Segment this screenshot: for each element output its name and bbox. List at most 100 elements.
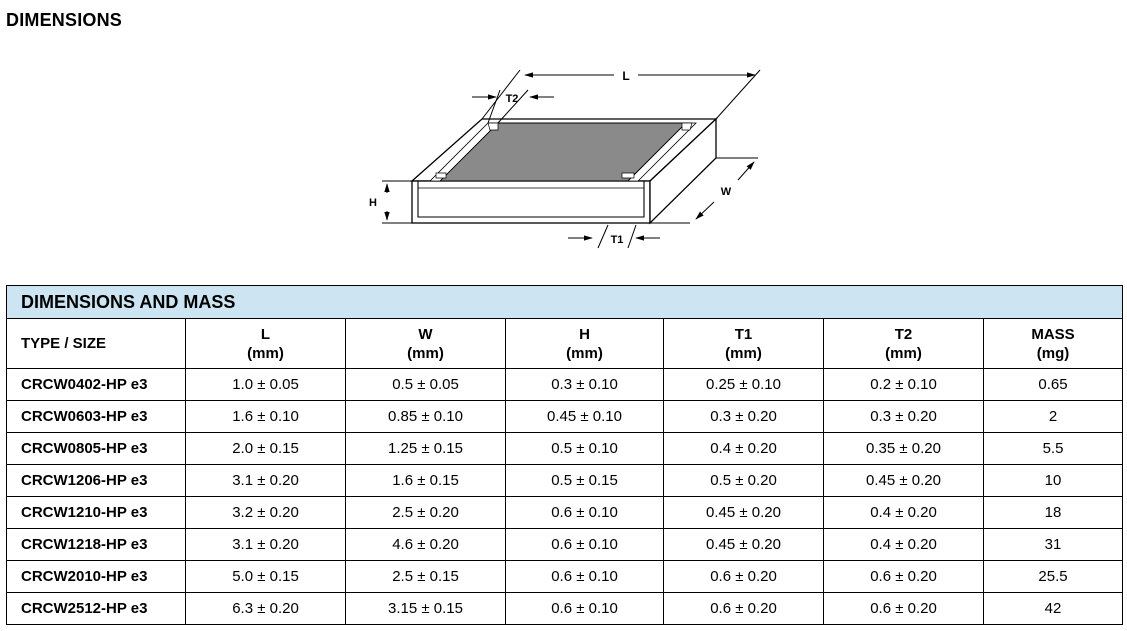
- table-cell: 1.6 ± 0.15: [345, 464, 506, 497]
- type-size-cell: CRCW1210-HP e3: [6, 496, 186, 529]
- column-header-name: W: [418, 325, 433, 343]
- table-caption: DIMENSIONS AND MASS: [6, 285, 1123, 319]
- type-size-cell: CRCW1218-HP e3: [6, 528, 186, 561]
- table-cell: 0.6 ± 0.20: [823, 560, 984, 593]
- column-header: L (mm): [185, 318, 346, 369]
- type-size-cell: CRCW2010-HP e3: [6, 560, 186, 593]
- table-cell: 10: [983, 464, 1123, 497]
- table-row: CRCW2512-HP e3 6.3 ± 0.20 3.15 ± 0.15 0.6 ±…: [6, 592, 1123, 625]
- table-cell: 1.25 ± 0.15: [345, 432, 506, 465]
- table-cell: 0.3 ± 0.10: [505, 368, 664, 401]
- table-cell: 0.4 ± 0.20: [663, 432, 824, 465]
- table-row: CRCW0402-HP e3 1.0 ± 0.05 0.5 ± 0.05 0.3 ± …: [6, 368, 1123, 401]
- table-cell: 0.3 ± 0.20: [663, 400, 824, 433]
- table-cell: 0.4 ± 0.20: [823, 496, 984, 529]
- table-cell: 0.3 ± 0.20: [823, 400, 984, 433]
- table-row: CRCW1218-HP e3 3.1 ± 0.20 4.6 ± 0.20 0.6 ± …: [6, 528, 1123, 561]
- type-size-cell: CRCW0603-HP e3: [6, 400, 186, 433]
- column-header: W (mm): [345, 318, 506, 369]
- table-cell: 0.45 ± 0.10: [505, 400, 664, 433]
- table-cell: 2.5 ± 0.15: [345, 560, 506, 593]
- table-cell: 6.3 ± 0.20: [185, 592, 346, 625]
- dimension-L: [481, 69, 761, 120]
- dimension-W: [650, 157, 758, 224]
- table-cell: 5.0 ± 0.15: [185, 560, 346, 593]
- column-header: TYPE / SIZE: [6, 318, 186, 369]
- table-cell: 4.6 ± 0.20: [345, 528, 506, 561]
- table-row: CRCW1210-HP e3 3.2 ± 0.20 2.5 ± 0.20 0.6 ± …: [6, 496, 1123, 529]
- dimension-T1: [568, 224, 660, 249]
- table-cell: 0.6 ± 0.20: [823, 592, 984, 625]
- terminal-outline: [417, 181, 645, 218]
- label-T2: T2: [506, 93, 519, 105]
- label-H: H: [369, 197, 377, 209]
- column-header: MASS (mg): [983, 318, 1123, 369]
- table-cell: 2.5 ± 0.20: [345, 496, 506, 529]
- column-header-name: TYPE / SIZE: [21, 335, 107, 352]
- dimension-T2: [472, 89, 554, 124]
- table-cell: 0.45 ± 0.20: [663, 496, 824, 529]
- table-cell: 0.85 ± 0.10: [345, 400, 506, 433]
- table-cell: 3.15 ± 0.15: [345, 592, 506, 625]
- column-header-unit: (mg): [1036, 344, 1070, 362]
- table-cell: 1.6 ± 0.10: [185, 400, 346, 433]
- table-cell: 0.4 ± 0.20: [823, 528, 984, 561]
- column-header-unit: (mm): [247, 344, 284, 362]
- table-cell: 0.2 ± 0.10: [823, 368, 984, 401]
- table-cell: 3.2 ± 0.20: [185, 496, 346, 529]
- table-cell: 0.25 ± 0.10: [663, 368, 824, 401]
- column-header-name: MASS: [1031, 325, 1075, 343]
- column-header: T2 (mm): [823, 318, 984, 369]
- column-header-unit: (mm): [885, 344, 922, 362]
- label-L: L: [622, 69, 629, 83]
- table-header-row: TYPE / SIZE L (mm) W (mm) H (mm) T1 (mm) T2 (mm) MA…: [6, 318, 1123, 369]
- column-header: T1 (mm): [663, 318, 824, 369]
- table-cell: 0.6 ± 0.10: [505, 592, 664, 625]
- table-cell: 0.5 ± 0.05: [345, 368, 506, 401]
- column-header-name: H: [579, 325, 590, 343]
- table-cell: 1.0 ± 0.05: [185, 368, 346, 401]
- table-cell: 0.6 ± 0.20: [663, 560, 824, 593]
- table-row: CRCW0603-HP e3 1.6 ± 0.10 0.85 ± 0.10 0.45 …: [6, 400, 1123, 433]
- table-body: CRCW0402-HP e3 1.0 ± 0.05 0.5 ± 0.05 0.3 ± …: [6, 368, 1123, 625]
- table-cell: 25.5: [983, 560, 1123, 593]
- label-W: W: [721, 186, 732, 198]
- table-cell: 2.0 ± 0.15: [185, 432, 346, 465]
- chip-resistor-diagram: L T2 W H T1: [369, 69, 761, 249]
- type-size-cell: CRCW0805-HP e3: [6, 432, 186, 465]
- table-cell: 18: [983, 496, 1123, 529]
- table-cell: 0.45 ± 0.20: [823, 464, 984, 497]
- table-cell: 0.45 ± 0.20: [663, 528, 824, 561]
- dimensions-and-mass-table: DIMENSIONS AND MASS TYPE / SIZE L (mm) W (mm…: [6, 285, 1123, 625]
- table-row: CRCW0805-HP e3 2.0 ± 0.15 1.25 ± 0.15 0.5 ±…: [6, 432, 1123, 465]
- column-header-name: L: [260, 325, 271, 343]
- dimensions-table-wrapper: DIMENSIONS AND MASS TYPE / SIZE L (mm) W (mm…: [6, 285, 1123, 625]
- table-cell: 0.5 ± 0.10: [505, 432, 664, 465]
- page-title: DIMENSIONS: [6, 10, 123, 30]
- type-size-cell: CRCW1206-HP e3: [6, 464, 186, 497]
- type-size-cell: CRCW2512-HP e3: [6, 592, 186, 625]
- table-cell: 0.6 ± 0.20: [663, 592, 824, 625]
- column-header-name: T2: [894, 325, 913, 343]
- column-header-unit: (mm): [407, 344, 444, 362]
- column-header-name: T1: [734, 325, 753, 343]
- column-header-unit: (mm): [566, 344, 603, 362]
- table-cell: 0.6 ± 0.10: [505, 560, 664, 593]
- table-cell: 0.6 ± 0.10: [505, 528, 664, 561]
- table-cell: 42: [983, 592, 1123, 625]
- table-cell: 5.5: [983, 432, 1123, 465]
- table-cell: 0.65: [983, 368, 1123, 401]
- column-header: H (mm): [505, 318, 664, 369]
- dimension-H: [382, 180, 412, 224]
- table-cell: 0.6 ± 0.10: [505, 496, 664, 529]
- table-row: CRCW2010-HP e3 5.0 ± 0.15 2.5 ± 0.15 0.6 ± …: [6, 560, 1123, 593]
- table-cell: 0.5 ± 0.20: [663, 464, 824, 497]
- table-cell: 2: [983, 400, 1123, 433]
- table-cell: 3.1 ± 0.20: [185, 528, 346, 561]
- type-size-cell: CRCW0402-HP e3: [6, 368, 186, 401]
- label-T1: T1: [611, 234, 624, 246]
- table-cell: 3.1 ± 0.20: [185, 464, 346, 497]
- table-row: CRCW1206-HP e3 3.1 ± 0.20 1.6 ± 0.15 0.5 ± …: [6, 464, 1123, 497]
- table-cell: 0.5 ± 0.15: [505, 464, 664, 497]
- table-cell: 0.35 ± 0.20: [823, 432, 984, 465]
